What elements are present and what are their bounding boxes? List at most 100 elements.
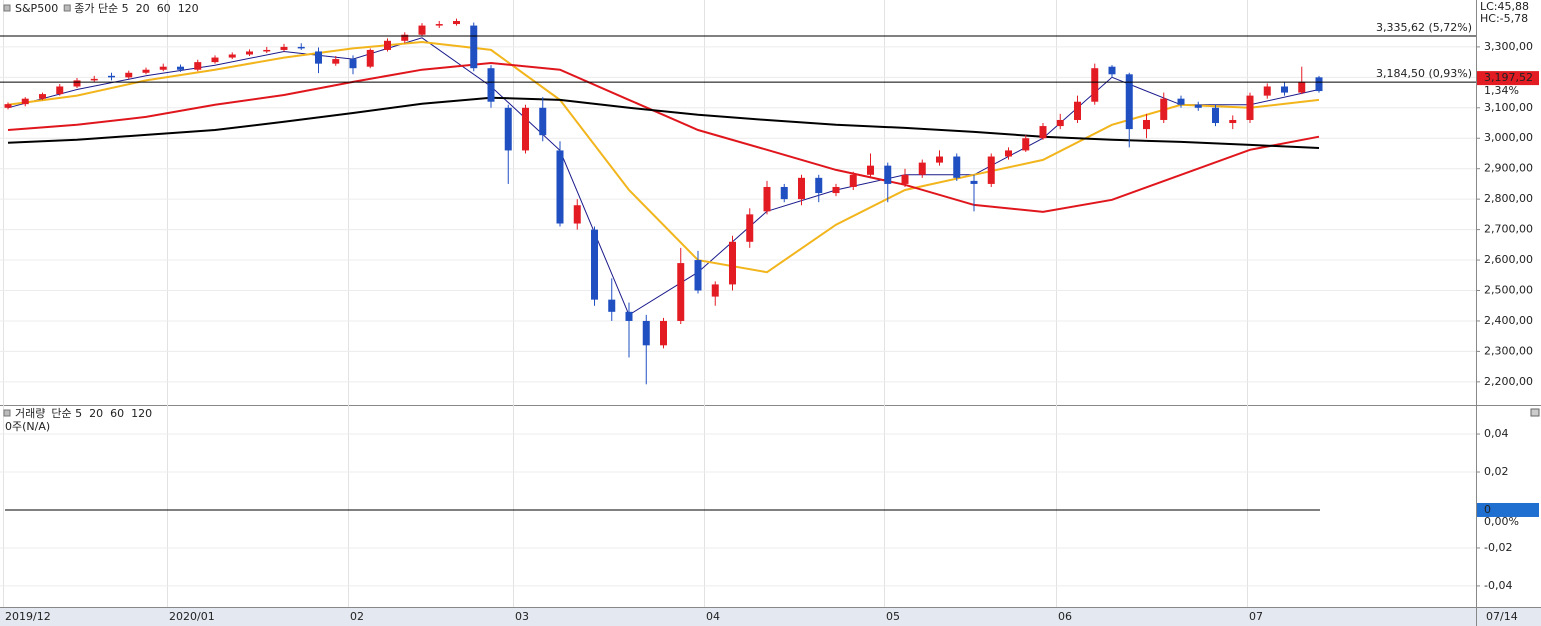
x-tick-label: 05 — [886, 610, 900, 623]
candle-body — [159, 66, 167, 70]
candle-body — [125, 72, 133, 78]
candle-body — [228, 54, 236, 58]
chart-title: 거래량 — [15, 407, 45, 420]
candle-body — [625, 311, 633, 321]
candle-body — [1212, 107, 1219, 124]
y-tick-label: 0,04 — [1484, 427, 1509, 440]
candle-body — [487, 68, 495, 102]
candle-body — [470, 25, 478, 69]
moving-average-line — [7, 40, 1320, 274]
legend-entry: 60 — [110, 407, 124, 420]
candle-body — [1263, 86, 1271, 96]
candle-body — [1177, 98, 1185, 105]
x-tick-label: 04 — [706, 610, 720, 623]
legend-entry: 120 — [178, 2, 199, 15]
candle-body — [90, 78, 98, 81]
legend-entry: 60 — [157, 2, 171, 15]
candle-body — [642, 320, 650, 346]
candle-body — [504, 107, 512, 151]
candle-body — [349, 59, 357, 69]
candle-body — [729, 241, 736, 285]
candle-body — [142, 69, 150, 73]
x-axis-strip — [0, 607, 1541, 626]
candle-body — [1160, 98, 1168, 120]
last-price-box — [1477, 71, 1539, 86]
candle-body — [177, 66, 184, 70]
y-tick-label: 2,900,00 — [1484, 162, 1533, 175]
y-tick-label: 2,800,00 — [1484, 192, 1533, 205]
candle-body — [918, 162, 926, 175]
candle-body — [711, 284, 719, 297]
moving-average-line — [7, 37, 1320, 316]
candle-body — [694, 260, 702, 291]
candle-body — [1005, 150, 1012, 157]
candle-body — [332, 59, 340, 64]
y-tick-label: 2,300,00 — [1484, 344, 1533, 357]
candle-body — [970, 180, 978, 184]
legend-entry: 20 — [136, 2, 150, 15]
candle-body — [936, 156, 943, 163]
candle-body — [1039, 126, 1047, 139]
candle-body — [1229, 119, 1237, 124]
candle-body — [263, 49, 271, 52]
candle-body — [1194, 104, 1202, 108]
candle-body — [21, 98, 29, 105]
candle-body — [315, 51, 322, 64]
candle-body — [108, 75, 115, 78]
candle-body — [1056, 119, 1064, 127]
y-tick-label: -0,02 — [1484, 541, 1512, 554]
candle-body — [435, 24, 443, 26]
x-tick-label: 02 — [350, 610, 364, 623]
candle-body — [660, 320, 667, 346]
candle-body — [780, 186, 788, 200]
y-tick-label: 0,02 — [1484, 465, 1509, 478]
legend-entry: 단순 5 — [51, 407, 82, 420]
candle-body — [4, 104, 12, 108]
x-tick-label: 03 — [515, 610, 529, 623]
candle-body — [39, 94, 46, 99]
x-tick-label: 2019/12 — [5, 610, 51, 623]
y-tick-label: 2,200,00 — [1484, 375, 1533, 388]
candle-body — [987, 156, 995, 184]
candle-body — [591, 229, 598, 300]
y-tick-label: 3,300,00 — [1484, 40, 1533, 53]
candle-body — [1298, 81, 1306, 93]
candle-body — [573, 205, 581, 224]
legend-entry: 종가 단순 5 — [74, 2, 128, 15]
price-level-label: 3,184,50 (0,93%) — [1376, 67, 1472, 80]
candle-body — [1022, 138, 1030, 151]
legend-icon — [3, 4, 11, 12]
x-tick-label: 2020/01 — [169, 610, 215, 623]
last-change-label: 1,34% — [1484, 84, 1519, 97]
candle-body — [849, 174, 857, 187]
candle-body — [832, 186, 840, 194]
candle-body — [401, 34, 409, 41]
candle-body — [539, 107, 547, 136]
y-tick-label: 2,500,00 — [1484, 284, 1533, 297]
y-tick-label: 2,400,00 — [1484, 314, 1533, 327]
candle-body — [556, 150, 564, 224]
candle-body — [953, 156, 961, 178]
y-tick-label: 0 — [1484, 503, 1491, 516]
candle-body — [1315, 77, 1323, 92]
price-level-label: 3,335,62 (5,72%) — [1376, 21, 1472, 34]
candle-body — [366, 49, 374, 67]
x-end-label: 07/14 — [1486, 610, 1518, 623]
candle-body — [867, 165, 874, 175]
candle-body — [1074, 101, 1081, 120]
candle-body — [746, 214, 754, 242]
candle-body — [798, 177, 805, 200]
y-tick-label: 2,700,00 — [1484, 223, 1533, 236]
x-tick-label: 07 — [1249, 610, 1263, 623]
candle-body — [815, 177, 823, 194]
moving-average-line — [7, 96, 1320, 149]
panel-button[interactable] — [1530, 408, 1540, 417]
candle-body — [384, 40, 391, 50]
candle-body — [56, 86, 64, 95]
candle-body — [297, 46, 305, 49]
legend-entry: 120 — [131, 407, 152, 420]
y-tick-label: -0,04 — [1484, 579, 1512, 592]
